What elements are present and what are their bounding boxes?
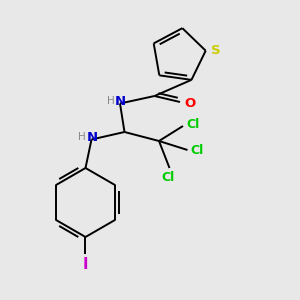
Text: H: H <box>78 132 86 142</box>
Text: Cl: Cl <box>186 118 199 131</box>
Text: Cl: Cl <box>161 171 175 184</box>
Text: N: N <box>115 94 126 108</box>
Text: I: I <box>83 257 88 272</box>
Text: S: S <box>211 44 221 57</box>
Text: Cl: Cl <box>190 143 204 157</box>
Text: N: N <box>86 130 98 144</box>
Text: O: O <box>184 97 196 110</box>
Text: H: H <box>107 96 115 106</box>
